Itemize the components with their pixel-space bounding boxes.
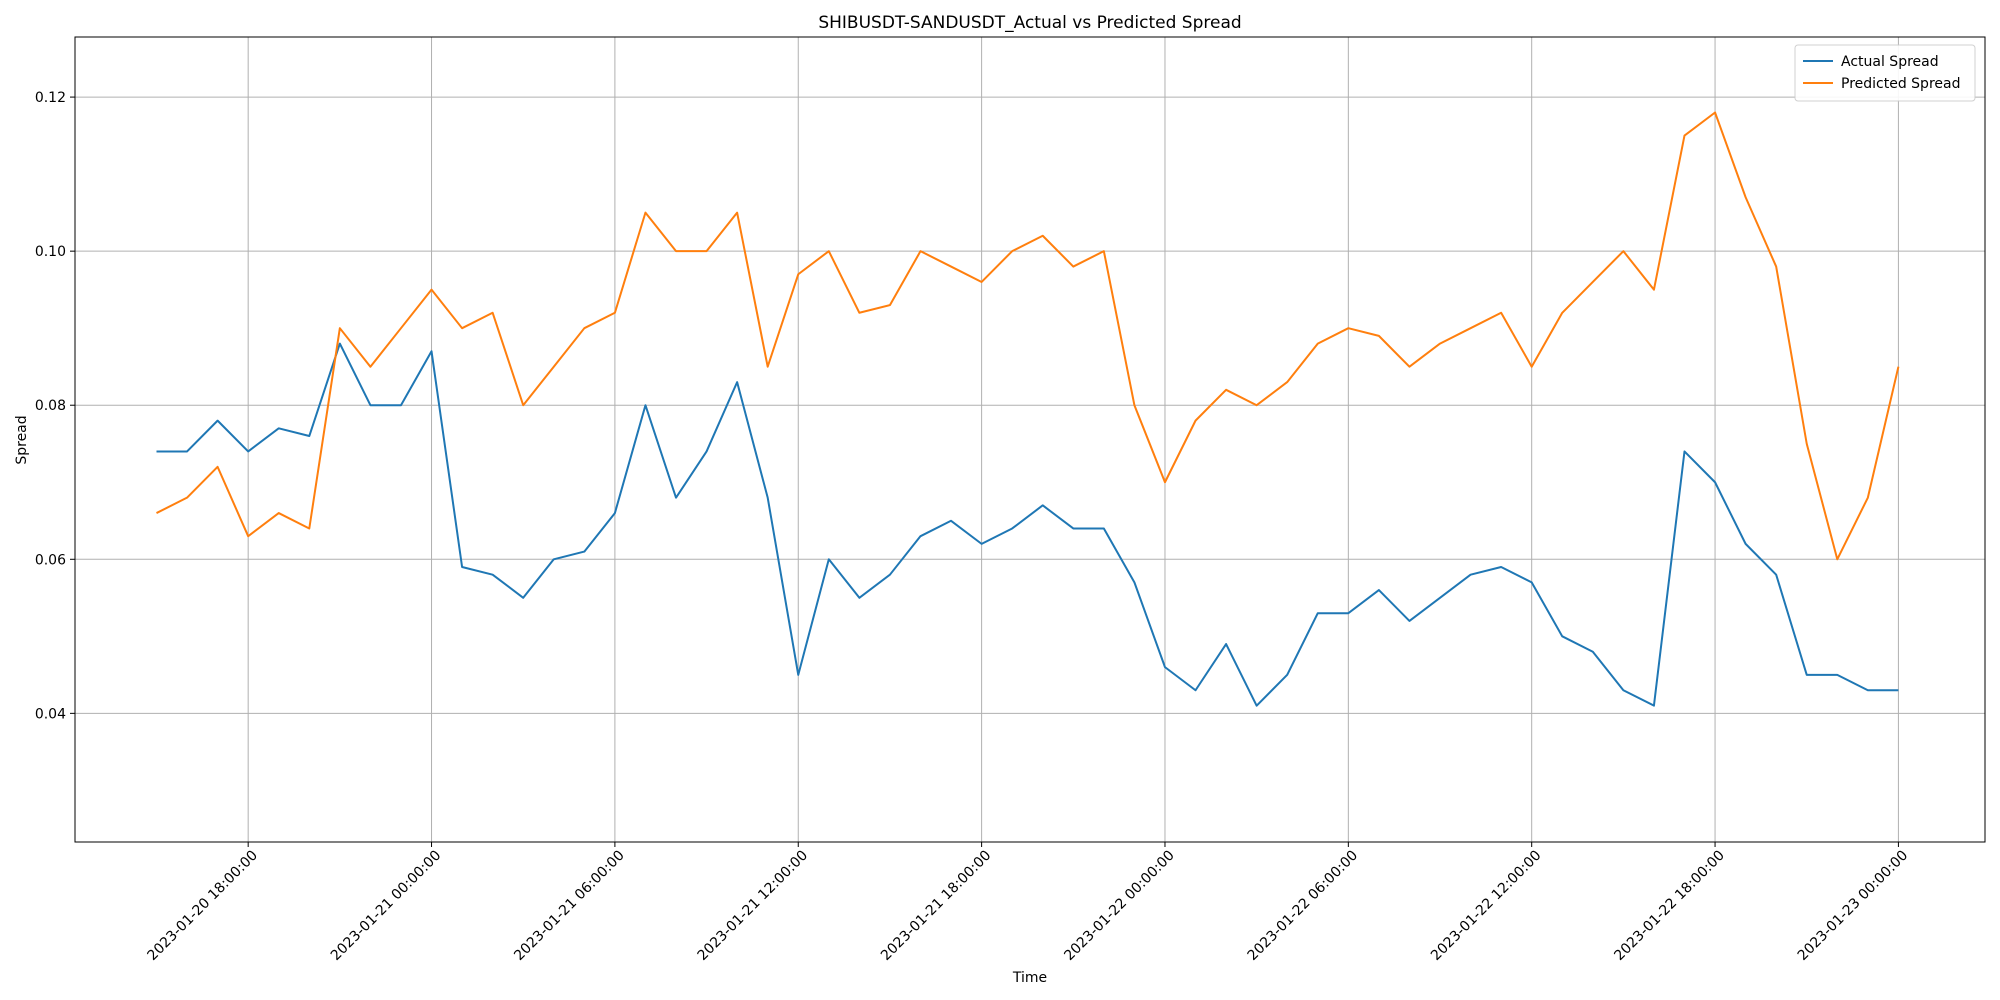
legend-label: Predicted Spread: [1841, 76, 1960, 92]
y-tick-label: 0.04: [35, 706, 66, 722]
y-tick-label: 0.12: [35, 90, 66, 106]
legend-label: Actual Spread: [1841, 54, 1939, 70]
legend-box: [1794, 44, 1976, 102]
y-axis-label: Spread: [14, 415, 30, 464]
chart-title: SHIBUSDT-SANDUSDT_Actual vs Predicted Sp…: [818, 13, 1241, 33]
y-tick-label: 0.08: [35, 398, 66, 414]
series-line: [156, 111, 1900, 561]
x-axis-label: Time: [1012, 970, 1047, 986]
y-tick-label: 0.10: [35, 244, 66, 260]
y-tick-label: 0.06: [35, 552, 66, 568]
plot-frame: [74, 36, 1986, 843]
series-line: [156, 342, 1899, 707]
